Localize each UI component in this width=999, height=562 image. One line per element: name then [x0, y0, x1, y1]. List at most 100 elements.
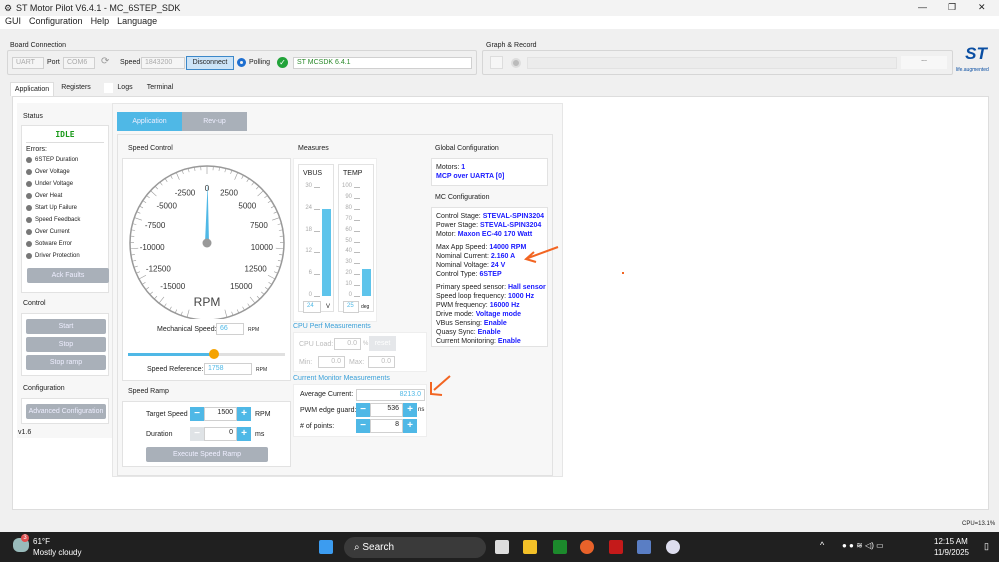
motor-pilot-taskbar-icon[interactable] [666, 540, 680, 554]
minimize-button[interactable]: — [918, 2, 927, 12]
error-label: Sotware Error [35, 241, 73, 247]
acrobat-icon[interactable] [609, 540, 623, 554]
connected-check-icon: ✓ [277, 57, 288, 68]
gauge-tick [187, 168, 190, 173]
duration-increment[interactable]: + [237, 427, 251, 441]
maximize-button[interactable]: ❐ [948, 2, 957, 12]
menu-configuration[interactable]: Configuration [29, 16, 83, 26]
search-box[interactable]: ⌕ Search [344, 537, 486, 558]
refresh-icon[interactable]: ⟳ [101, 56, 110, 67]
subtab-application[interactable]: Application [117, 112, 182, 131]
baud-select[interactable]: 1843200 [141, 57, 185, 69]
tray-icons[interactable]: ● ● ≋ ◁) ▭ [842, 541, 884, 550]
mc-config-list: Control Stage: STEVAL-SPIN3204 Power Stag… [432, 208, 547, 346]
duration-decrement[interactable]: − [190, 427, 204, 441]
graph-icon[interactable] [490, 56, 503, 69]
menu-help[interactable]: Help [90, 16, 110, 26]
gauge-tick [267, 274, 276, 280]
speed-slider[interactable] [128, 349, 285, 359]
record-path-field[interactable] [527, 57, 897, 69]
meter-tick-label: 0 [308, 292, 312, 298]
mc-config-key: Primary speed sensor: [436, 284, 507, 291]
firefox-icon[interactable] [580, 540, 594, 554]
polling-radio[interactable] [237, 58, 246, 67]
tab-application[interactable]: Application [10, 82, 54, 96]
close-button[interactable]: ✕ [978, 2, 986, 12]
mc-config-row: Drive mode: Voltage mode [436, 310, 547, 319]
error-indicator: Over Voltage [26, 166, 108, 178]
advanced-configuration-button[interactable]: Advanced Configuration [26, 404, 106, 419]
temp-bar [362, 268, 371, 296]
gauge-tick [249, 296, 256, 304]
tab-logs[interactable]: Logs [117, 84, 133, 91]
mc-config-value: Enable [483, 320, 507, 327]
file-explorer-icon[interactable] [523, 540, 537, 554]
start-icon[interactable] [319, 540, 333, 554]
error-led-icon [26, 181, 32, 187]
mc-config-key: Nominal Voltage: [436, 262, 489, 269]
meter-tick-label: 24 [305, 204, 312, 211]
mc-config-row: VBus Sensing: Enable [436, 319, 547, 328]
gauge-tick-label: -5000 [156, 202, 177, 211]
gauge-tick [132, 260, 137, 262]
gauge-tick [276, 265, 281, 268]
gauge-tick [261, 291, 265, 295]
gauge-tick [264, 286, 269, 290]
error-label: Over Heat [35, 193, 63, 199]
xbox-icon[interactable] [553, 540, 567, 554]
annotation-dot [622, 272, 624, 274]
target-speed-decrement[interactable]: − [190, 407, 204, 421]
meter-tick-label: 90 [345, 193, 352, 200]
mc-config-key: VBus Sensing: [436, 320, 482, 327]
duration-input[interactable]: 0 [204, 427, 237, 441]
protocol-select[interactable]: UART [12, 57, 44, 69]
notification-icon[interactable]: ▯ [984, 541, 989, 551]
ack-faults-button[interactable]: Ack Faults [27, 268, 109, 283]
weather-temp: 61°F [33, 537, 50, 546]
cpu-load-label: CPU Load: [299, 341, 334, 348]
gauge-tick [272, 217, 280, 221]
speed-slider-handle[interactable] [209, 349, 220, 359]
mcp-value: MCP over UARTA [0] [436, 173, 505, 180]
stop-button[interactable]: Stop [26, 337, 106, 352]
app-icon: ⚙ [4, 3, 13, 13]
logs-checkbox[interactable] [104, 83, 113, 93]
tab-terminal[interactable]: Terminal [146, 84, 174, 91]
gauge-tick [136, 271, 140, 274]
app-icon-colorful[interactable] [637, 540, 651, 554]
browse-button[interactable]: ... [901, 56, 947, 69]
target-speed-increment[interactable]: + [237, 407, 251, 421]
execute-speed-ramp-button[interactable]: Execute Speed Ramp [146, 447, 268, 462]
tray-chevron-icon[interactable]: ^ [820, 540, 825, 550]
stop-ramp-button[interactable]: Stop ramp [26, 355, 106, 370]
task-view-icon[interactable] [495, 540, 509, 554]
menu-gui[interactable]: GUI [5, 16, 22, 26]
tab-registers[interactable]: Registers [61, 84, 91, 91]
meter-tick-label: 18 [305, 226, 312, 233]
gauge-tick [181, 170, 184, 175]
cpu-load-value: 0.0 [334, 338, 361, 350]
target-speed-input[interactable]: 1500 [204, 407, 237, 421]
error-list: 6STEP Duration Over Voltage Under Voltage O… [26, 154, 108, 262]
disconnect-button[interactable]: Disconnect [186, 56, 234, 70]
pwm-edge-guard-decrement[interactable]: − [356, 403, 370, 417]
points-increment[interactable]: + [403, 419, 417, 433]
cpu-reset-button[interactable]: reset [369, 336, 396, 351]
record-icon[interactable] [511, 58, 521, 68]
error-led-icon [26, 157, 32, 163]
points-input[interactable]: 8 [370, 419, 403, 433]
speed-ramp-title: Speed Ramp [128, 388, 169, 395]
start-button[interactable]: Start [26, 319, 106, 334]
pwm-edge-guard-input[interactable]: 536 [370, 403, 403, 417]
menu-language[interactable]: Language [117, 16, 158, 26]
port-label: Port [47, 59, 60, 66]
port-select[interactable]: COM6 [63, 57, 95, 69]
gauge-tick [141, 282, 146, 285]
pwm-edge-guard-increment[interactable]: + [403, 403, 417, 417]
gauge-tick [154, 185, 158, 190]
subtab-revup[interactable]: Rev-up [182, 112, 247, 131]
error-led-icon [26, 205, 32, 211]
measures-title: Measures [298, 145, 329, 152]
points-decrement[interactable]: − [356, 419, 370, 433]
speed-reference-input[interactable]: 1758 [204, 363, 252, 375]
